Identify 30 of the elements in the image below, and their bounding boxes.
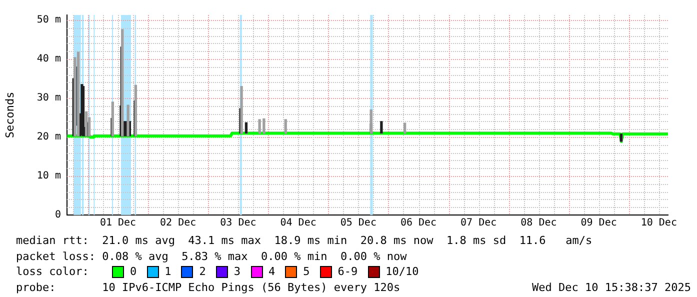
legend-label: 2 (199, 264, 206, 280)
legend-label: 4 (268, 264, 276, 280)
text: median rtt: 21.0 ms avg 43.1 ms max 18.9 ms min 20.8 ms now 1.8 ms sd 11.6 am/s (16, 233, 594, 248)
text: probe: 10 IPv6-ICMP Echo Pings (56 Bytes) every 120s (16, 280, 400, 295)
y-tick-label: 10 m (36, 170, 61, 182)
x-tick-label: 06 Dec (400, 218, 437, 229)
text: Wed Dec 10 15:38:37 2025 (532, 280, 691, 295)
y-axis-title: Seconds (3, 92, 16, 138)
y-tick-label: 0 (54, 210, 61, 221)
x-tick-label: 01 Dec (100, 218, 136, 229)
y-tick-label: 20 m (36, 132, 61, 143)
legend-title: loss color: (16, 264, 90, 280)
legend-label: 5 (303, 264, 310, 280)
x-tick-label: 10 Dec (640, 218, 677, 229)
legend-label: 6-9 (338, 264, 358, 280)
legend-label: 3 (234, 264, 240, 280)
text: packet loss: 0.08 % avg 5.83 % max 0.00 % min 0.00 % now (16, 248, 408, 264)
x-tick-label: 09 Dec (580, 218, 617, 229)
x-tick-label: 04 Dec (280, 218, 316, 229)
x-tick-label: 05 Dec (340, 218, 376, 229)
x-tick-label: 02 Dec (160, 218, 196, 229)
y-tick-label: 30 m (36, 92, 61, 104)
legend-label: 10/10 (386, 264, 419, 280)
y-tick-label: 40 m (36, 54, 61, 65)
x-tick-label: 03 Dec (220, 218, 256, 229)
x-tick-label: 07 Dec (460, 218, 497, 229)
y-tick-label: 50 m (36, 14, 61, 26)
legend-label: 0 (130, 264, 137, 280)
legend-label: 1 (164, 264, 172, 280)
x-tick-label: 08 Dec (520, 218, 557, 229)
